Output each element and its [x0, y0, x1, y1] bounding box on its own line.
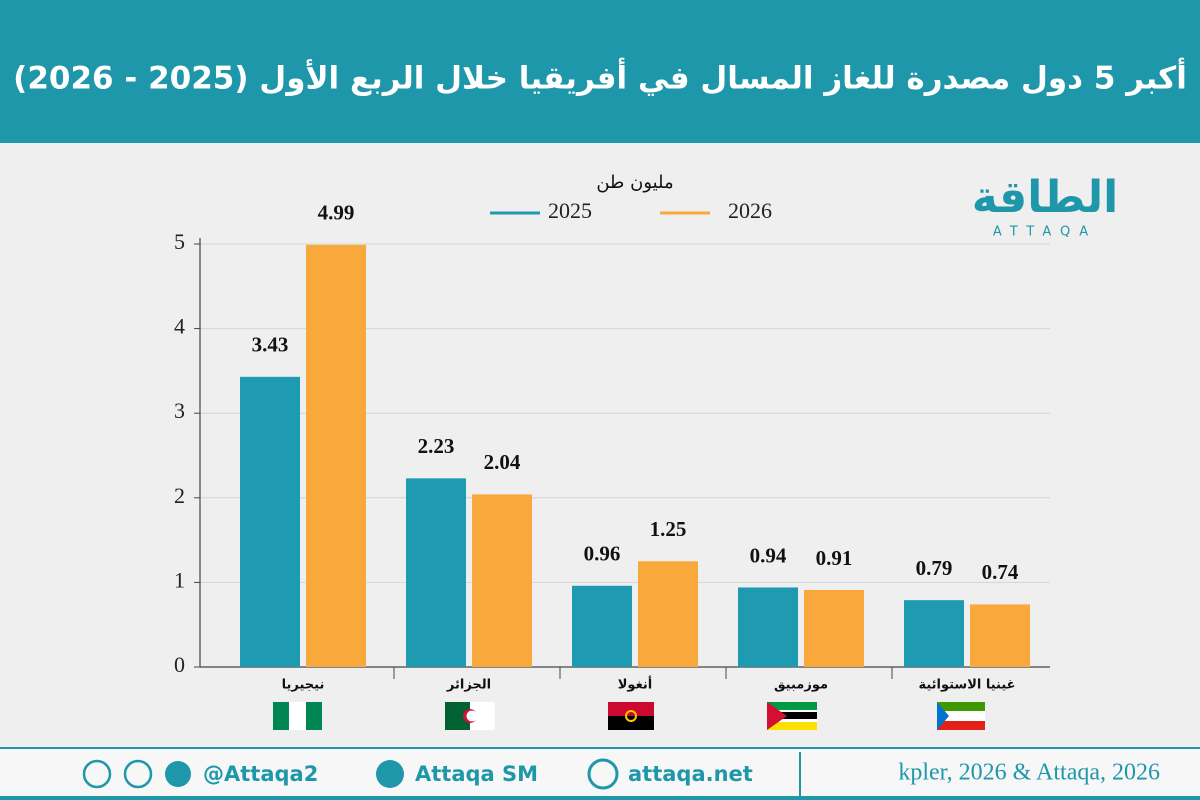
x-tick-label: الجزائر — [446, 678, 491, 693]
x-tick-label: أنغولا — [618, 676, 653, 693]
footer-bottom-line — [0, 796, 1200, 800]
bar — [970, 604, 1030, 667]
value-label: 0.91 — [816, 546, 853, 570]
youtube-icon — [376, 760, 404, 788]
flag-angola — [608, 702, 654, 730]
web-icon — [587, 758, 619, 790]
legend-label: 2025 — [548, 198, 592, 223]
logo-name: الطاقة — [972, 172, 1118, 223]
flag-nigeria — [273, 702, 322, 730]
value-label: 1.25 — [650, 517, 687, 541]
value-label: 0.96 — [584, 542, 621, 566]
bar — [638, 561, 698, 667]
y-tick-label: 1 — [174, 567, 185, 592]
logo-latin: ATTAQA — [993, 225, 1097, 240]
bar — [240, 376, 300, 667]
footer-youtube: Attaqa SM — [415, 762, 538, 786]
bar — [306, 244, 366, 667]
x-tick-label: موزمبيق — [774, 678, 828, 693]
value-label: 3.43 — [252, 333, 289, 357]
footer-source: kpler, 2026 & Attaqa, 2026 — [898, 760, 1160, 786]
flag-mozambique — [767, 702, 817, 730]
value-label: 0.74 — [982, 560, 1019, 584]
bar — [472, 494, 532, 667]
y-tick-label: 0 — [174, 652, 185, 677]
x-icon — [82, 759, 112, 789]
legend-label: 2026 — [728, 198, 772, 223]
flag-equatorial-guinea — [937, 702, 985, 730]
bar — [406, 478, 466, 667]
flag-algeria — [445, 702, 495, 730]
facebook-icon — [165, 761, 191, 787]
bar — [904, 600, 964, 667]
value-label: 4.99 — [318, 201, 355, 225]
bar — [738, 587, 798, 667]
unit-label: مليون طن — [596, 172, 673, 193]
instagram-icon — [123, 759, 153, 789]
value-label: 0.94 — [750, 543, 787, 567]
header-band — [0, 0, 1200, 143]
y-tick-label: 4 — [174, 314, 185, 339]
bar — [804, 590, 864, 667]
y-tick-label: 5 — [174, 229, 185, 254]
chart-title: أكبر 5 دول مصدرة للغاز المسال في أفريقيا… — [13, 58, 1187, 97]
value-label: 0.79 — [916, 556, 953, 580]
footer-handle: @Attaqa2 — [203, 762, 318, 786]
value-label: 2.23 — [418, 434, 455, 458]
x-tick-label: نيجيريا — [282, 678, 325, 693]
y-tick-label: 3 — [174, 398, 185, 423]
x-tick-label: غينيا الاستوائية — [918, 678, 1015, 693]
value-label: 2.04 — [484, 450, 521, 474]
footer-website: attaqa.net — [628, 762, 753, 786]
bar — [572, 585, 632, 667]
y-tick-label: 2 — [174, 483, 185, 508]
footer-band — [0, 748, 1200, 800]
